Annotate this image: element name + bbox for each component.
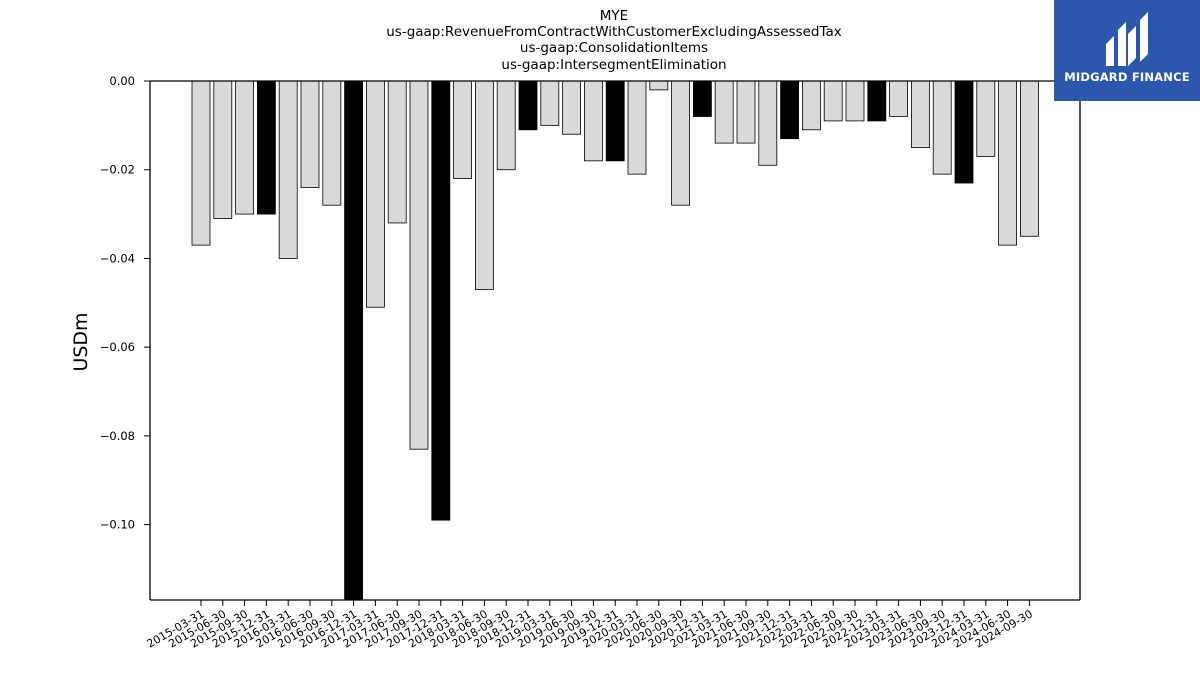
bar-2016-06-30 [300, 81, 320, 188]
bar-2021-06-30 [736, 81, 756, 144]
y-tick-label: −0.06 [100, 340, 135, 354]
logo-text: MIDGARD FINANCE [1064, 70, 1190, 84]
bar-2018-09-30 [496, 81, 516, 171]
chart-title-line-4: us-gaap:IntersegmentElimination [501, 57, 726, 73]
bar-2021-03-31 [714, 81, 734, 144]
y-tick-label: 0.00 [109, 74, 135, 88]
bar-2022-06-30 [823, 81, 843, 122]
midgard-logo-icon [1106, 12, 1148, 66]
x-axis-ticks: 2015-03-312015-06-302015-09-302015-12-31… [145, 600, 1035, 651]
bar-2020-09-30 [671, 81, 690, 206]
chart-title-line-2: us-gaap:RevenueFromContractWithCustomerE… [386, 24, 842, 40]
bar-2022-12-31 [867, 81, 887, 122]
midgard-finance-logo: MIDGARD FINANCE [1054, 0, 1200, 101]
y-tick-label: −0.10 [100, 518, 135, 532]
bar-2016-03-31 [278, 81, 298, 259]
bar-2015-06-30 [213, 81, 233, 219]
y-tick-label: −0.04 [100, 251, 135, 265]
bar-2016-12-31 [344, 81, 364, 600]
y-axis-label: USDm [70, 312, 92, 371]
bar-2016-09-30 [322, 81, 342, 206]
bar-2018-03-31 [453, 81, 473, 179]
bar-2018-12-31 [518, 81, 538, 131]
bar-2022-03-31 [802, 81, 821, 131]
bar-2015-03-31 [191, 81, 211, 246]
bar-2015-09-30 [235, 81, 255, 215]
bar-2024-06-30 [998, 81, 1017, 246]
chart-title-line-3: us-gaap:ConsolidationItems [520, 40, 708, 56]
bar-2017-06-30 [387, 81, 407, 224]
bar-2019-03-31 [540, 81, 560, 126]
bar-series [191, 81, 1039, 600]
chart-title-line-1: MYE [600, 8, 628, 24]
bar-2020-12-31 [693, 81, 712, 117]
bar-2021-09-30 [758, 81, 778, 166]
bar-2023-03-31 [889, 81, 908, 117]
bar-2024-09-30 [1020, 81, 1039, 237]
bar-2023-12-31 [954, 81, 974, 184]
bar-2019-09-30 [584, 81, 603, 162]
bar-2020-06-30 [649, 81, 669, 91]
bar-2015-12-31 [256, 81, 276, 215]
y-tick-label: −0.02 [100, 163, 135, 177]
bar-2023-09-30 [932, 81, 952, 175]
y-axis-ticks: 0.00 −0.02 −0.04 −0.06 −0.08 −0.10 [100, 74, 150, 532]
axes [149, 80, 1081, 601]
bar-2017-03-31 [365, 81, 385, 308]
bar-2017-09-30 [409, 81, 429, 450]
bar-2024-03-31 [976, 81, 996, 157]
bar-2023-06-30 [911, 81, 930, 148]
bar-2018-06-30 [474, 81, 494, 290]
y-tick-label: −0.08 [100, 429, 135, 443]
bar-2021-12-31 [780, 81, 799, 140]
bar-2020-03-31 [627, 81, 647, 175]
bar-2017-12-31 [431, 81, 451, 521]
bar-2019-12-31 [605, 81, 625, 162]
bar-2019-06-30 [562, 81, 581, 135]
chart-title: MYE us-gaap:RevenueFromContractWithCusto… [386, 8, 842, 73]
bar-2022-09-30 [845, 81, 865, 122]
